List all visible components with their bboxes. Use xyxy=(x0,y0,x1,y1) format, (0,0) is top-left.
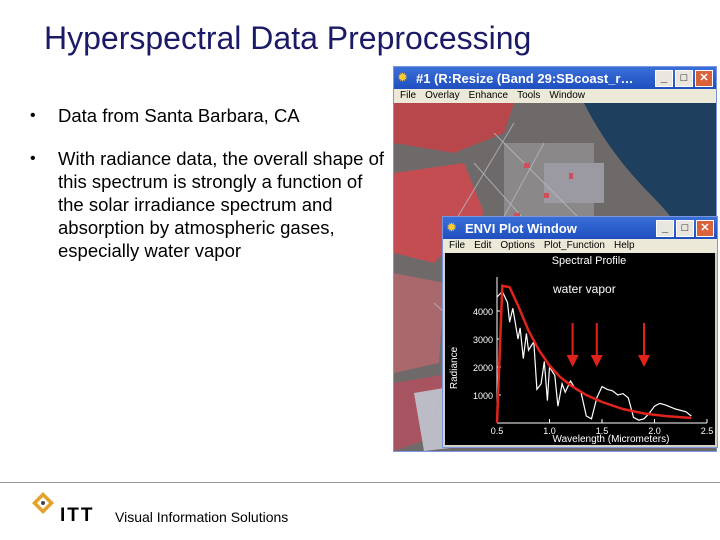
solar-envelope-curve xyxy=(495,284,692,424)
x-tick-label: 2.5 xyxy=(701,426,714,436)
spectral-profile-chart: Spectral Profile water vapor Radiance Wa… xyxy=(449,255,714,445)
image-window-titlebar[interactable]: ✹ #1 (R:Resize (Band 29:SBcoast_r… _ □ ✕ xyxy=(394,67,716,89)
menu-file[interactable]: File xyxy=(400,90,417,101)
water-vapor-annotation: water vapor xyxy=(552,282,616,296)
menu-enhance[interactable]: Enhance xyxy=(468,90,509,101)
plot-window-menubar: File Edit Options Plot_Function Help xyxy=(443,239,717,253)
slide-title: Hyperspectral Data Preprocessing xyxy=(44,20,532,56)
minimize-button[interactable]: _ xyxy=(656,219,674,237)
spectrum-series-line xyxy=(496,290,692,421)
bullet-icon: • xyxy=(30,150,36,167)
bullet-list: • Data from Santa Barbara, CA • With radia… xyxy=(30,104,390,282)
y-tick-label: 3000 xyxy=(473,335,493,345)
plot-area[interactable]: Spectral Profile water vapor Radiance Wa… xyxy=(445,253,715,445)
image-window-title: #1 (R:Resize (Band 29:SBcoast_r… xyxy=(416,70,634,86)
y-tick-label: 2000 xyxy=(473,363,493,373)
bullet-icon: • xyxy=(30,107,36,124)
y-tick-label: 4000 xyxy=(473,307,493,317)
envi-app-icon: ✹ xyxy=(398,72,408,84)
chart-title: Spectral Profile xyxy=(552,255,627,267)
envi-app-icon: ✹ xyxy=(447,222,457,234)
plot-window[interactable]: ✹ ENVI Plot Window _ □ ✕ File Edit Optio… xyxy=(442,216,718,448)
bullet-text: Data from Santa Barbara, CA xyxy=(58,105,300,126)
footer-divider xyxy=(0,482,720,483)
close-button[interactable]: ✕ xyxy=(695,69,713,87)
maximize-button[interactable]: □ xyxy=(676,219,694,237)
maximize-button[interactable]: □ xyxy=(675,69,693,87)
bullet-text: With radiance data, the overall shape of… xyxy=(58,148,384,261)
plot-window-titlebar[interactable]: ✹ ENVI Plot Window _ □ ✕ xyxy=(443,217,717,239)
itt-logo-text: ITT xyxy=(60,505,95,526)
plot-window-title: ENVI Plot Window xyxy=(465,220,577,236)
menu-overlay[interactable]: Overlay xyxy=(425,90,460,101)
x-axis-label: Wavelength (Micrometers) xyxy=(553,434,670,445)
bullet-item: • With radiance data, the overall shape o… xyxy=(30,147,390,262)
y-axis-label: Radiance xyxy=(449,346,460,389)
x-tick-label: 0.5 xyxy=(491,426,504,436)
menu-window[interactable]: Window xyxy=(549,90,585,101)
company-tagline: Visual Information Solutions xyxy=(115,509,289,525)
bullet-item: • Data from Santa Barbara, CA xyxy=(30,104,390,127)
x-tick-label: 1.5 xyxy=(596,426,609,436)
menu-plot-function[interactable]: Plot_Function xyxy=(543,240,605,251)
menu-file[interactable]: File xyxy=(449,240,466,251)
x-tick-label: 2.0 xyxy=(648,426,661,436)
close-button[interactable]: ✕ xyxy=(696,219,714,237)
x-tick-label: 1.0 xyxy=(543,426,556,436)
menu-options[interactable]: Options xyxy=(500,240,535,251)
y-tick-label: 1000 xyxy=(473,391,493,401)
minimize-button[interactable]: _ xyxy=(655,69,673,87)
menu-edit[interactable]: Edit xyxy=(474,240,492,251)
menu-help[interactable]: Help xyxy=(613,240,635,251)
itt-logo-icon xyxy=(32,492,54,514)
image-window-menubar: File Overlay Enhance Tools Window xyxy=(394,89,716,103)
menu-tools[interactable]: Tools xyxy=(517,90,541,101)
